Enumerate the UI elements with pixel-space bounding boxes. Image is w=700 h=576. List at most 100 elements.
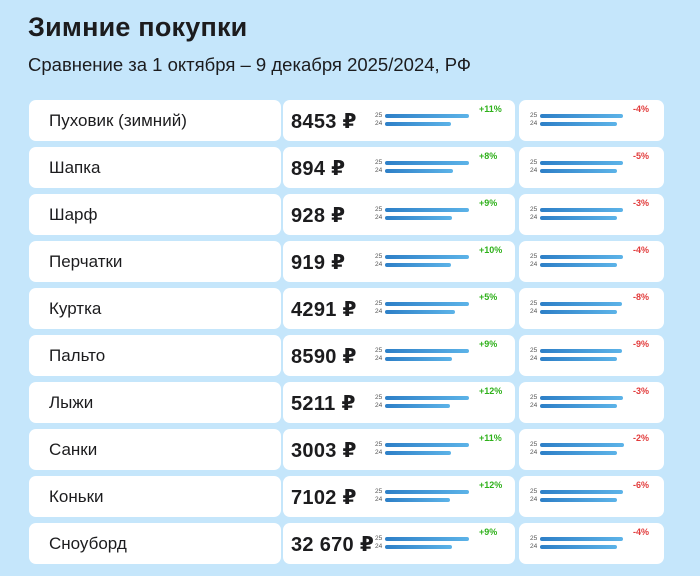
change-percent: +9% bbox=[479, 198, 498, 208]
bar-2025 bbox=[385, 114, 469, 118]
year-label-old: 24 bbox=[375, 543, 383, 550]
change-percent: +9% bbox=[479, 339, 498, 349]
bar-2025 bbox=[540, 255, 624, 259]
bar-2025 bbox=[540, 161, 623, 165]
year-label-old: 24 bbox=[530, 402, 538, 409]
year-label-new: 25 bbox=[530, 112, 538, 119]
table-row: Пуховик (зимний) 8453 ₽25 24 +11% 25 24 -4% bbox=[29, 100, 665, 141]
year-label-new: 25 bbox=[530, 347, 538, 354]
price-cell: 894 ₽ 25 24 +8% bbox=[283, 147, 515, 188]
comparison-cell: 25 24 -6% bbox=[519, 476, 664, 517]
change-percent: -9% bbox=[633, 339, 650, 349]
product-name-cell: Сноуборд bbox=[29, 523, 281, 564]
year-label-old: 24 bbox=[530, 355, 538, 362]
comparison-cell: 25 24 -3% bbox=[519, 194, 664, 235]
change-percent: -6% bbox=[633, 480, 650, 490]
year-label-new: 25 bbox=[375, 300, 383, 307]
product-name: Пальто bbox=[49, 346, 106, 365]
bar-2025 bbox=[540, 490, 623, 494]
year-label-old: 24 bbox=[375, 261, 383, 268]
year-label-new: 25 bbox=[375, 441, 383, 448]
product-price: 8590 ₽ bbox=[291, 346, 357, 368]
bar-2025 bbox=[540, 208, 624, 212]
product-name: Шарф bbox=[49, 205, 98, 224]
product-price: 4291 ₽ bbox=[291, 299, 357, 321]
bar-2024 bbox=[385, 169, 453, 173]
year-label-new: 25 bbox=[530, 488, 538, 495]
product-name-cell: Пальто bbox=[29, 335, 281, 376]
product-name: Коньки bbox=[49, 487, 104, 506]
change-percent: +12% bbox=[479, 480, 503, 490]
product-name-cell: Санки bbox=[29, 429, 281, 470]
year-label-new: 25 bbox=[530, 253, 538, 260]
year-label-old: 24 bbox=[530, 214, 538, 221]
bar-2024 bbox=[540, 498, 618, 502]
change-percent: -2% bbox=[633, 433, 650, 443]
year-label-old: 24 bbox=[375, 449, 383, 456]
comparison-cell: 25 24 -4% bbox=[519, 523, 664, 564]
price-cell: 8453 ₽ 25 24 +11% bbox=[283, 100, 515, 141]
bar-2025 bbox=[540, 349, 623, 353]
product-name-cell: Перчатки bbox=[29, 241, 281, 282]
bar-2024 bbox=[540, 451, 618, 455]
price-cell: 928 ₽ 25 24 +9% bbox=[283, 194, 515, 235]
year-label-old: 24 bbox=[530, 120, 538, 127]
comparison-cell: 25 24 -5% bbox=[519, 147, 664, 188]
year-label-old: 24 bbox=[530, 167, 538, 174]
bar-2025 bbox=[540, 443, 624, 447]
bar-2024 bbox=[540, 122, 618, 126]
table-row: Сноуборд 32 670 ₽25 24 +9% 25 24 -4% bbox=[29, 523, 665, 564]
year-label-new: 25 bbox=[375, 535, 383, 542]
product-name: Лыжи bbox=[49, 393, 94, 412]
product-price: 32 670 ₽ bbox=[291, 534, 375, 556]
change-percent: +11% bbox=[479, 104, 502, 114]
product-name-cell: Пуховик (зимний) bbox=[29, 100, 281, 141]
bar-2024 bbox=[540, 404, 618, 408]
year-label-old: 24 bbox=[530, 308, 538, 315]
bar-2025 bbox=[540, 396, 624, 400]
bar-2024 bbox=[540, 169, 618, 173]
change-percent: +10% bbox=[479, 245, 503, 255]
year-label-old: 24 bbox=[375, 308, 383, 315]
comparison-cell: 25 24 -8% bbox=[519, 288, 664, 329]
bar-2024 bbox=[385, 122, 451, 126]
product-name-cell: Коньки bbox=[29, 476, 281, 517]
year-label-new: 25 bbox=[375, 488, 383, 495]
year-label-new: 25 bbox=[530, 206, 538, 213]
table-row: Коньки 7102 ₽25 24 +12% 25 24 -6% bbox=[29, 476, 665, 517]
year-label-new: 25 bbox=[530, 535, 538, 542]
table-row: Перчатки 919 ₽25 24 +10% 25 24 -4% bbox=[29, 241, 665, 282]
change-percent: -5% bbox=[633, 151, 650, 161]
change-percent: +11% bbox=[479, 433, 502, 443]
product-price: 3003 ₽ bbox=[291, 440, 357, 462]
bar-2024 bbox=[540, 310, 618, 314]
price-cell: 4291 ₽ 25 24 +5% bbox=[283, 288, 515, 329]
bar-2024 bbox=[540, 545, 618, 549]
year-label-new: 25 bbox=[375, 206, 383, 213]
bar-2024 bbox=[385, 357, 453, 361]
bar-2025 bbox=[385, 490, 469, 494]
product-table: Пуховик (зимний) 8453 ₽25 24 +11% 25 24 -4% Шап… bbox=[29, 100, 665, 570]
year-label-new: 25 bbox=[375, 394, 383, 401]
bar-2025 bbox=[385, 255, 469, 259]
year-label-new: 25 bbox=[530, 159, 538, 166]
year-label-new: 25 bbox=[375, 112, 383, 119]
bar-2025 bbox=[385, 208, 469, 212]
table-row: Шарф 928 ₽25 24 +9% 25 24 -3% bbox=[29, 194, 665, 235]
price-cell: 5211 ₽ 25 24 +12% bbox=[283, 382, 515, 423]
bar-2024 bbox=[385, 545, 453, 549]
table-row: Санки 3003 ₽25 24 +11% 25 24 -2% bbox=[29, 429, 665, 470]
table-row: Пальто 8590 ₽25 24 +9% 25 24 -9% bbox=[29, 335, 665, 376]
bar-2025 bbox=[385, 443, 469, 447]
table-row: Лыжи 5211 ₽25 24 +12% 25 24 -3% bbox=[29, 382, 665, 423]
bar-2025 bbox=[385, 161, 469, 165]
year-label-old: 24 bbox=[375, 402, 383, 409]
change-percent: -3% bbox=[633, 198, 650, 208]
change-percent: +9% bbox=[479, 527, 498, 537]
year-label-old: 24 bbox=[530, 496, 538, 503]
price-cell: 7102 ₽ 25 24 +12% bbox=[283, 476, 515, 517]
bar-2025 bbox=[385, 302, 469, 306]
comparison-cell: 25 24 -4% bbox=[519, 241, 664, 282]
change-percent: -4% bbox=[633, 104, 650, 114]
change-percent: -4% bbox=[633, 245, 650, 255]
